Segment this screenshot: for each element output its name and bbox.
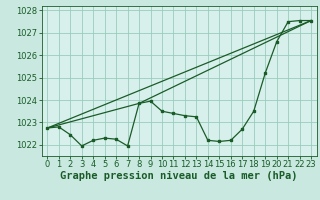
X-axis label: Graphe pression niveau de la mer (hPa): Graphe pression niveau de la mer (hPa)	[60, 171, 298, 181]
